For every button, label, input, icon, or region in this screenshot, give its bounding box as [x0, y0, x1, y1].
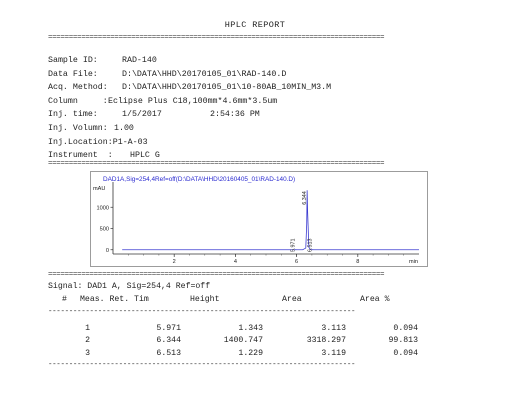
table-row: 3 6.513 1.229 3.119 0.094 — [48, 349, 418, 362]
peak-label: 6.513 — [307, 239, 313, 253]
header-area-pct: Area % — [360, 295, 390, 304]
row-area: 3.119 — [321, 348, 346, 358]
inj-location-label: Inj.Location: — [48, 137, 113, 147]
column-label: Column : — [48, 96, 108, 106]
column-row: Column : Eclipse Plus C18,100mm*4.6mm*3.5… — [48, 96, 277, 111]
y-tick-label: 0 — [106, 248, 109, 254]
y-axis-label: mAU — [93, 186, 105, 192]
row-number: 3 — [85, 348, 90, 358]
sample-id-value: RAD-140 — [122, 56, 157, 65]
chromatogram-svg: DAD1A,Sig=254,4Ref=off(D:\DATA\HHD\20160… — [93, 176, 419, 265]
row-area: 3.113 — [321, 323, 346, 333]
inj-location-row: Inj.Location:P1-A-03 — [48, 138, 148, 152]
inj-date-value: 1/5/2017 — [122, 110, 162, 120]
header-ret-time: Meas. Ret. Tim — [80, 295, 149, 304]
double-separator-mid: ========================================… — [48, 160, 385, 168]
acq-method-row: Acq. Method: D:\DATA\HHD\20170105_01\10-8… — [48, 83, 331, 97]
sample-id-label: Sample ID: — [48, 56, 98, 65]
table-row: 2 6.344 1400.747 3318.297 99.813 — [48, 336, 418, 349]
single-separator-top: ----------------------------------------… — [48, 307, 356, 316]
table-row: 1 5.971 1.343 3.113 0.094 — [48, 324, 418, 337]
instrument-row: Instrument : HPLC G — [48, 151, 160, 165]
double-separator-top: ========================================… — [48, 34, 385, 42]
column-value: Eclipse Plus C18,100mm*4.6mm*3.5um — [108, 96, 278, 106]
chromatogram-chart: DAD1A,Sig=254,4Ref=off(D:\DATA\HHD\20160… — [90, 171, 428, 267]
row-number: 1 — [85, 323, 90, 333]
single-separator-bottom: ----------------------------------------… — [48, 361, 356, 369]
row-ret-time: 5.971 — [156, 323, 181, 333]
row-area-pct: 99.813 — [388, 336, 418, 345]
sample-info-block: Sample ID: RAD-140 Data File: D:\DATA\HHD\… — [48, 56, 331, 165]
row-ret-time: 6.344 — [156, 336, 181, 345]
x-axis-label: min — [409, 259, 418, 265]
data-file-row: Data File: D:\DATA\HHD\20170105_01\RAD-14… — [48, 69, 286, 84]
y-tick-label: 500 — [100, 227, 109, 233]
peak-label: 5.971 — [291, 239, 297, 253]
signal-label: Signal: DAD1 A, Sig=254,4 Ref=off — [48, 282, 211, 291]
inj-clock-value: 2:54:36 PM — [210, 110, 260, 120]
acq-method-label: Acq. Method: — [48, 83, 108, 93]
row-area: 3318.297 — [306, 336, 346, 345]
inj-volume-row: Inj. Volumn: 1.00 — [48, 124, 148, 138]
x-tick-label: 8 — [356, 259, 359, 265]
row-area-pct: 0.094 — [393, 323, 418, 333]
acq-method-value: D:\DATA\HHD\20170105_01\10-80AB_10MIN_M3… — [122, 83, 332, 93]
data-file-value: D:\DATA\HHD\20170105_01\RAD-140.D — [122, 69, 287, 79]
row-number: 2 — [85, 336, 90, 345]
row-height: 1.229 — [238, 348, 263, 358]
row-ret-time: 6.513 — [156, 348, 181, 358]
inj-time-row: Inj. time: 1/5/2017 2:54:36 PM — [48, 110, 260, 124]
data-file-label: Data File: — [48, 69, 98, 79]
x-tick-label: 4 — [234, 259, 237, 265]
instrument-value: HPLC G — [130, 151, 160, 161]
inj-time-label: Inj. time: — [48, 110, 98, 120]
peak-label: 6.344 — [302, 191, 308, 205]
header-number: # — [62, 295, 67, 304]
x-tick-label: 2 — [173, 259, 176, 265]
row-height: 1.343 — [238, 323, 263, 333]
header-height: Height — [190, 295, 220, 304]
row-height: 1400.747 — [223, 336, 263, 345]
instrument-label: Instrument : — [48, 151, 113, 161]
inj-volume-label: Inj. Volumn: — [48, 123, 108, 133]
chromatogram-trace — [122, 190, 419, 251]
chart-title: DAD1A,Sig=254,4Ref=off(D:\DATA\HHD\20160… — [103, 176, 295, 183]
y-tick-label: 1000 — [97, 205, 109, 211]
inj-location-value: P1-A-03 — [112, 137, 148, 147]
results-header-row: # Meas. Ret. Tim Height Area Area % — [48, 295, 418, 308]
double-separator-results: ========================================… — [48, 271, 385, 279]
x-tick-label: 6 — [295, 259, 298, 265]
report-title: HPLC REPORT — [224, 20, 286, 30]
inj-volume-value: 1.00 — [114, 123, 134, 133]
header-area: Area — [282, 295, 302, 304]
row-area-pct: 0.094 — [393, 348, 418, 358]
results-table: # Meas. Ret. Tim Height Area Area % ----… — [48, 295, 418, 371]
sample-id-row: Sample ID: RAD-140 — [48, 56, 157, 70]
